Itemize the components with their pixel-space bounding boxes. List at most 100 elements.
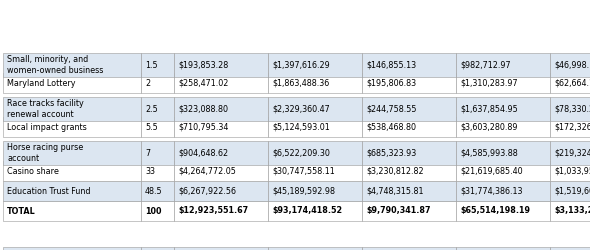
Bar: [456, 73, 550, 93]
Bar: [456, 97, 550, 121]
Bar: [141, 97, 174, 121]
Bar: [550, 141, 590, 165]
Bar: [3, 97, 141, 121]
Text: Horse racing purse
account: Horse racing purse account: [7, 143, 83, 163]
Text: $62,664.19: $62,664.19: [554, 78, 590, 88]
Text: $31,774,386.13: $31,774,386.13: [460, 186, 523, 196]
Text: $45,189,592.98: $45,189,592.98: [272, 186, 335, 196]
Text: $195,806.83: $195,806.83: [366, 78, 416, 88]
Bar: [550, 53, 590, 77]
Bar: [3, 141, 141, 165]
Bar: [174, 201, 268, 221]
Text: $30,747,558.11: $30,747,558.11: [272, 166, 335, 175]
Text: 7: 7: [145, 148, 150, 158]
Bar: [174, 141, 268, 165]
Text: $1,397,616.29: $1,397,616.29: [272, 60, 330, 70]
Text: $1,310,283.97: $1,310,283.97: [460, 78, 517, 88]
Text: $4,748,315.81: $4,748,315.81: [366, 186, 424, 196]
Bar: [456, 117, 550, 137]
Bar: [268, 201, 362, 221]
Bar: [174, 97, 268, 121]
Bar: [174, 181, 268, 201]
Bar: [362, 97, 456, 121]
Text: $65,514,198.19: $65,514,198.19: [460, 206, 530, 216]
Text: $6,267,922.56: $6,267,922.56: [178, 186, 236, 196]
Text: $3,230,812.82: $3,230,812.82: [366, 166, 424, 175]
Bar: [456, 161, 550, 181]
Text: $93,174,418.52: $93,174,418.52: [272, 206, 342, 216]
Bar: [456, 181, 550, 201]
Bar: [268, 247, 362, 250]
Bar: [174, 161, 268, 181]
Bar: [550, 117, 590, 137]
Text: 48.5: 48.5: [145, 186, 163, 196]
Bar: [3, 53, 141, 77]
Bar: [550, 161, 590, 181]
Text: 1.5: 1.5: [145, 60, 158, 70]
Bar: [456, 247, 550, 250]
Text: 33: 33: [145, 166, 155, 175]
Bar: [141, 181, 174, 201]
Text: $146,855.13: $146,855.13: [366, 60, 416, 70]
Bar: [362, 201, 456, 221]
Text: $193,853.28: $193,853.28: [178, 60, 228, 70]
Bar: [550, 247, 590, 250]
Text: $4,264,772.05: $4,264,772.05: [178, 166, 236, 175]
Text: 100: 100: [145, 206, 162, 216]
Bar: [174, 117, 268, 137]
Bar: [268, 53, 362, 77]
Text: 2.5: 2.5: [145, 104, 158, 114]
Bar: [3, 201, 141, 221]
Text: Small, minority, and
women-owned business: Small, minority, and women-owned busines…: [7, 55, 103, 75]
Bar: [141, 53, 174, 77]
Text: $219,324.69: $219,324.69: [554, 148, 590, 158]
Bar: [362, 53, 456, 77]
Text: $685,323.93: $685,323.93: [366, 148, 417, 158]
Text: $244,758.55: $244,758.55: [366, 104, 417, 114]
Bar: [550, 181, 590, 201]
Bar: [3, 117, 141, 137]
Text: Education Trust Fund: Education Trust Fund: [7, 186, 90, 196]
Text: $323,088.80: $323,088.80: [178, 104, 228, 114]
Bar: [141, 161, 174, 181]
Bar: [456, 201, 550, 221]
Bar: [141, 141, 174, 165]
Text: $5,124,593.01: $5,124,593.01: [272, 122, 330, 132]
Bar: [141, 117, 174, 137]
Text: Casino share: Casino share: [7, 166, 59, 175]
Bar: [141, 201, 174, 221]
Bar: [141, 73, 174, 93]
Text: $3,603,280.89: $3,603,280.89: [460, 122, 517, 132]
Bar: [3, 73, 141, 93]
Text: Race tracks facility
renewal account: Race tracks facility renewal account: [7, 99, 84, 119]
Bar: [268, 97, 362, 121]
Bar: [362, 247, 456, 250]
Bar: [362, 141, 456, 165]
Text: $1,033,959.23: $1,033,959.23: [554, 166, 590, 175]
Bar: [174, 53, 268, 77]
Text: $3,133,209.80: $3,133,209.80: [554, 206, 590, 216]
Bar: [550, 97, 590, 121]
Text: $1,863,488.36: $1,863,488.36: [272, 78, 329, 88]
Text: $538,468.80: $538,468.80: [366, 122, 416, 132]
Text: $21,619,685.40: $21,619,685.40: [460, 166, 523, 175]
Text: Maryland Lottery: Maryland Lottery: [7, 78, 76, 88]
Text: $78,330.25: $78,330.25: [554, 104, 590, 114]
Text: 5.5: 5.5: [145, 122, 158, 132]
Bar: [174, 247, 268, 250]
Text: $6,522,209.30: $6,522,209.30: [272, 148, 330, 158]
Bar: [550, 201, 590, 221]
Text: $46,998.15: $46,998.15: [554, 60, 590, 70]
Bar: [362, 181, 456, 201]
Bar: [456, 141, 550, 165]
Bar: [141, 247, 174, 250]
Text: $258,471.02: $258,471.02: [178, 78, 228, 88]
Text: $172,326.54: $172,326.54: [554, 122, 590, 132]
Text: TOTAL: TOTAL: [7, 206, 36, 216]
Bar: [268, 117, 362, 137]
Bar: [268, 181, 362, 201]
Text: $904,648.62: $904,648.62: [178, 148, 228, 158]
Bar: [3, 181, 141, 201]
Bar: [268, 73, 362, 93]
Bar: [362, 73, 456, 93]
